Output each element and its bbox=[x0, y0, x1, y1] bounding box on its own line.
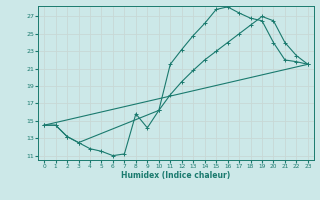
X-axis label: Humidex (Indice chaleur): Humidex (Indice chaleur) bbox=[121, 171, 231, 180]
